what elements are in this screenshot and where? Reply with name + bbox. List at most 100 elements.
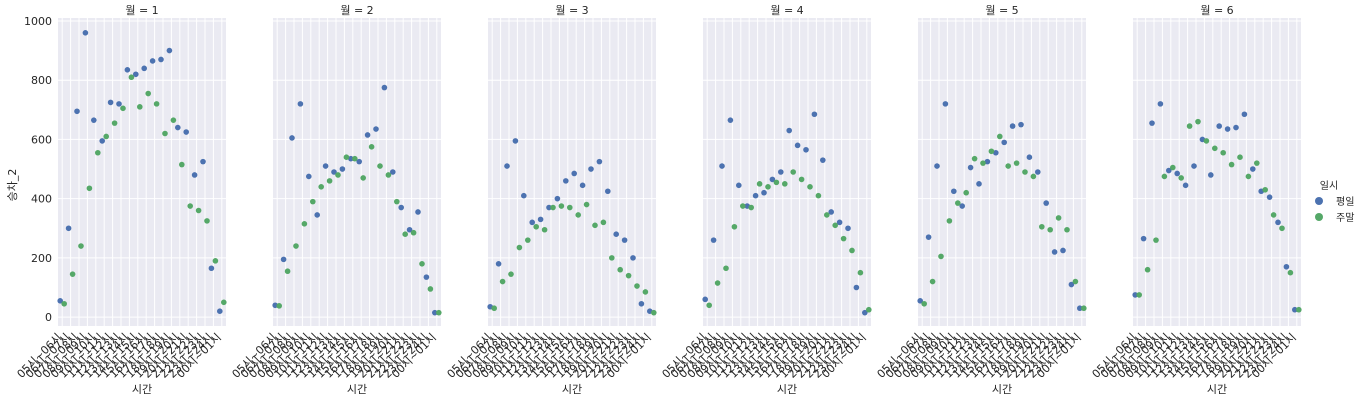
point-weekday bbox=[406, 226, 413, 233]
point-weekday bbox=[1060, 247, 1066, 254]
point-weekend bbox=[491, 305, 498, 312]
panel-background bbox=[703, 18, 871, 326]
point-weekend bbox=[69, 271, 76, 277]
point-weekend bbox=[120, 105, 126, 112]
point-weekday bbox=[158, 56, 164, 63]
point-weekend bbox=[95, 149, 101, 156]
point-weekend bbox=[103, 133, 109, 140]
point-weekday bbox=[951, 188, 957, 195]
point-weekday bbox=[984, 158, 991, 165]
point-weekend bbox=[111, 120, 118, 126]
point-weekday bbox=[124, 67, 131, 73]
panel-background bbox=[918, 18, 1086, 326]
x-axis-title: 시간 bbox=[347, 383, 367, 396]
point-weekend bbox=[1072, 278, 1079, 285]
point-weekend bbox=[1296, 306, 1302, 313]
point-weekend bbox=[516, 244, 523, 251]
point-weekday bbox=[1166, 167, 1172, 174]
point-weekend bbox=[971, 155, 978, 162]
point-weekend bbox=[756, 181, 763, 187]
y-tick-label: 400 bbox=[31, 193, 52, 206]
point-weekend bbox=[600, 219, 607, 226]
y-axis-title: 승차_2 bbox=[6, 169, 19, 202]
point-weekend bbox=[368, 144, 375, 150]
facet-panel: 월 = 205시~06시06시~07시07시~08시08시~09시09시~10시… bbox=[230, 4, 442, 396]
point-weekend bbox=[857, 269, 864, 276]
point-weekday bbox=[415, 209, 421, 215]
point-weekend bbox=[714, 280, 721, 286]
facet-panels: 월 = 10200400600800100005시~06시06시~07시07시~… bbox=[15, 4, 1302, 396]
point-weekend bbox=[1279, 225, 1285, 232]
point-weekday bbox=[166, 47, 173, 54]
legend-title: 일시 bbox=[1320, 180, 1338, 192]
point-weekday bbox=[942, 101, 949, 107]
point-weekend bbox=[436, 309, 442, 316]
point-weekend bbox=[1228, 161, 1235, 168]
point-weekend bbox=[508, 271, 514, 277]
point-weekday bbox=[1241, 111, 1248, 118]
point-weekday bbox=[322, 163, 329, 169]
point-weekend bbox=[352, 155, 358, 162]
point-weekend bbox=[1178, 175, 1184, 181]
point-weekday bbox=[521, 192, 527, 199]
y-tick-label: 0 bbox=[45, 311, 52, 324]
point-weekend bbox=[1220, 149, 1226, 156]
point-weekend bbox=[394, 198, 400, 205]
point-weekend bbox=[1270, 212, 1277, 218]
point-weekday bbox=[1043, 200, 1049, 206]
point-weekday bbox=[373, 126, 379, 132]
x-axis-title: 시간 bbox=[992, 383, 1012, 396]
point-weekend bbox=[866, 306, 872, 313]
point-weekday bbox=[761, 189, 767, 196]
point-weekend bbox=[310, 198, 316, 205]
point-weekend bbox=[276, 303, 283, 309]
point-weekend bbox=[980, 160, 986, 166]
point-weekday bbox=[1157, 101, 1164, 107]
point-weekend bbox=[1287, 269, 1294, 276]
point-weekday bbox=[191, 172, 198, 178]
point-weekend bbox=[326, 178, 333, 184]
point-weekend bbox=[782, 181, 788, 187]
point-weekday bbox=[554, 195, 561, 202]
point-weekend bbox=[419, 261, 425, 267]
point-weekday bbox=[546, 204, 552, 211]
point-weekday bbox=[512, 138, 519, 144]
point-weekday bbox=[1182, 182, 1189, 189]
point-weekday bbox=[504, 163, 510, 169]
point-weekday bbox=[925, 234, 932, 240]
point-weekend bbox=[748, 204, 754, 211]
point-weekend bbox=[385, 172, 392, 178]
point-weekday bbox=[993, 149, 999, 156]
point-weekday bbox=[917, 298, 923, 304]
point-weekend bbox=[1030, 173, 1037, 180]
point-weekday bbox=[579, 182, 586, 189]
point-weekday bbox=[432, 309, 438, 316]
point-weekend bbox=[145, 90, 151, 97]
point-weekday bbox=[563, 178, 569, 184]
point-weekday bbox=[1224, 126, 1231, 132]
point-weekend bbox=[499, 278, 506, 285]
point-weekday bbox=[1149, 120, 1155, 126]
point-weekend bbox=[402, 231, 409, 237]
point-weekend bbox=[575, 212, 581, 218]
point-weekend bbox=[651, 309, 657, 316]
point-weekend bbox=[963, 189, 969, 196]
panel-background bbox=[1133, 18, 1301, 326]
y-tick-label: 1000 bbox=[24, 15, 52, 28]
point-weekday bbox=[1233, 124, 1239, 131]
point-weekend bbox=[592, 222, 598, 229]
panel-background bbox=[58, 18, 226, 326]
panel-title: 월 = 2 bbox=[340, 4, 373, 17]
point-weekend bbox=[1081, 305, 1087, 312]
point-weekend bbox=[1013, 160, 1020, 166]
point-weekend bbox=[1136, 292, 1142, 298]
point-weekday bbox=[719, 163, 725, 169]
point-weekend bbox=[609, 255, 615, 261]
point-weekday bbox=[91, 117, 97, 123]
point-weekend bbox=[988, 148, 995, 155]
point-weekday bbox=[398, 204, 405, 211]
panel-background bbox=[273, 18, 441, 326]
panel-title: 월 = 1 bbox=[125, 4, 158, 17]
point-weekday bbox=[736, 182, 742, 189]
point-weekday bbox=[1051, 249, 1058, 255]
